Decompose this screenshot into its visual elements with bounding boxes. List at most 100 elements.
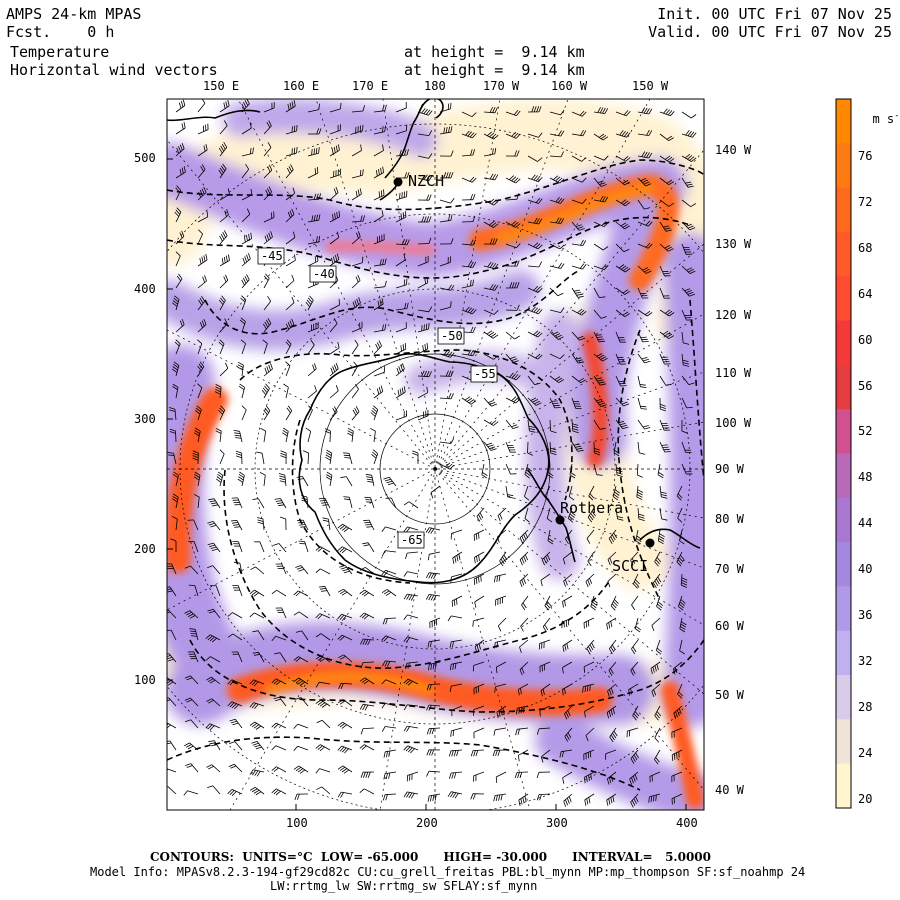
wind-barb-flag bbox=[608, 710, 612, 717]
wind-barb-flag bbox=[229, 702, 235, 708]
wind-barb-flag bbox=[289, 102, 292, 109]
wind-barb bbox=[385, 635, 397, 641]
wind-barb-flag bbox=[314, 256, 317, 263]
wind-barb bbox=[473, 705, 485, 711]
wind-barb-flag bbox=[573, 289, 580, 292]
wind-barb bbox=[175, 475, 179, 487]
wind-barb bbox=[254, 721, 265, 729]
wind-barb-flag bbox=[253, 654, 260, 656]
wind-barb-flag bbox=[429, 641, 432, 648]
wind-barb-flag bbox=[179, 144, 183, 151]
wind-barb bbox=[234, 741, 243, 751]
wind-barb-flag bbox=[183, 790, 188, 796]
wind-barb-flag bbox=[622, 223, 629, 228]
wind-barb bbox=[524, 463, 529, 475]
wind-barb-flag bbox=[526, 467, 532, 472]
wind-barb bbox=[549, 441, 552, 454]
wind-barb-flag bbox=[607, 690, 610, 697]
wind-barb bbox=[612, 485, 617, 497]
wind-barb-flag bbox=[426, 386, 428, 393]
wind-barb-flag bbox=[646, 152, 650, 158]
wind-barb bbox=[239, 431, 243, 443]
wind-barb bbox=[373, 194, 385, 201]
wind-barb bbox=[329, 323, 338, 333]
wind-barb bbox=[285, 344, 292, 355]
wind-barb-flag bbox=[218, 169, 223, 176]
wind-barb-flag bbox=[385, 618, 388, 625]
wind-barb-flag bbox=[186, 611, 192, 616]
wind-barb bbox=[676, 485, 683, 496]
wind-barb-flag bbox=[673, 753, 676, 760]
wind-barb-flag bbox=[519, 581, 523, 588]
wind-barb-flag bbox=[234, 432, 241, 434]
wind-barb-flag bbox=[476, 516, 481, 522]
wind-barb-flag bbox=[334, 254, 338, 262]
wind-barb-flag bbox=[325, 476, 332, 481]
wind-barb bbox=[417, 309, 429, 313]
wind-barb-flag bbox=[612, 732, 617, 739]
wind-barb-flag bbox=[687, 225, 694, 229]
wind-barb-flag bbox=[240, 297, 246, 303]
wind-barb-flag bbox=[352, 409, 357, 416]
wind-barb bbox=[681, 397, 688, 409]
wind-barb bbox=[417, 415, 429, 421]
wind-barb bbox=[637, 397, 642, 409]
wind-barb-flag bbox=[405, 746, 411, 752]
wind-barb bbox=[681, 177, 689, 188]
wind-barb bbox=[677, 507, 683, 519]
wind-barb bbox=[659, 199, 670, 207]
wind-barb bbox=[263, 107, 275, 113]
wind-barb-flag bbox=[495, 776, 498, 783]
wind-barb-flag bbox=[383, 751, 386, 758]
wind-barb-flag bbox=[443, 172, 447, 179]
wind-barb-flag bbox=[513, 177, 519, 183]
wind-barb-flag bbox=[406, 239, 410, 246]
wind-barb-flag bbox=[201, 256, 204, 263]
wind-barb-flag bbox=[227, 633, 234, 638]
wind-barb bbox=[571, 111, 583, 117]
y-tick-label: 500 bbox=[134, 151, 156, 165]
wind-barb bbox=[300, 697, 309, 707]
wind-barb-flag bbox=[227, 100, 230, 106]
wind-barb-flag bbox=[331, 148, 334, 155]
wind-barb-flag bbox=[514, 150, 518, 157]
wind-barb bbox=[562, 661, 573, 668]
wind-barb-flag bbox=[338, 298, 341, 305]
wind-barb bbox=[395, 154, 408, 157]
wind-barb-flag bbox=[384, 125, 386, 132]
wind-barb-flag bbox=[612, 708, 615, 715]
colorbar-swatch bbox=[836, 763, 851, 809]
wind-barb-flag bbox=[511, 220, 517, 226]
wind-barb-flag bbox=[359, 704, 364, 710]
wind-barb bbox=[571, 199, 583, 204]
wind-barb-flag bbox=[524, 518, 530, 523]
wind-barb-flag bbox=[567, 710, 571, 717]
wind-barb-flag bbox=[259, 471, 266, 476]
wind-barb-flag bbox=[280, 455, 287, 459]
wind-barb-flag bbox=[635, 752, 639, 759]
wind-barb-flag bbox=[554, 376, 561, 381]
wind-barb bbox=[483, 111, 496, 114]
wind-barb-flag bbox=[331, 257, 334, 264]
wind-barb-flag bbox=[521, 557, 525, 564]
wind-barb-flag bbox=[600, 383, 606, 386]
wind-barb bbox=[505, 463, 511, 475]
wind-barb-flag bbox=[616, 474, 623, 477]
wind-barb-flag bbox=[527, 452, 534, 456]
wind-barb bbox=[651, 617, 661, 626]
wind-barb-flag bbox=[599, 402, 606, 406]
wind-barb-flag bbox=[500, 794, 503, 801]
wind-barb-flag bbox=[514, 282, 517, 289]
wind-barb-flag bbox=[381, 726, 386, 732]
wind-barb-flag bbox=[542, 626, 547, 633]
wind-barb-flag bbox=[617, 518, 624, 521]
wind-barb-flag bbox=[516, 243, 521, 249]
wind-barb-flag bbox=[406, 302, 409, 309]
wind-barb-flag bbox=[579, 110, 585, 116]
wind-barb bbox=[562, 595, 573, 602]
wind-barb-flag bbox=[623, 155, 629, 161]
wind-barb-flag bbox=[173, 297, 179, 303]
wind-barb bbox=[571, 353, 579, 364]
wind-barb bbox=[341, 634, 353, 641]
wind-barb bbox=[518, 749, 529, 756]
